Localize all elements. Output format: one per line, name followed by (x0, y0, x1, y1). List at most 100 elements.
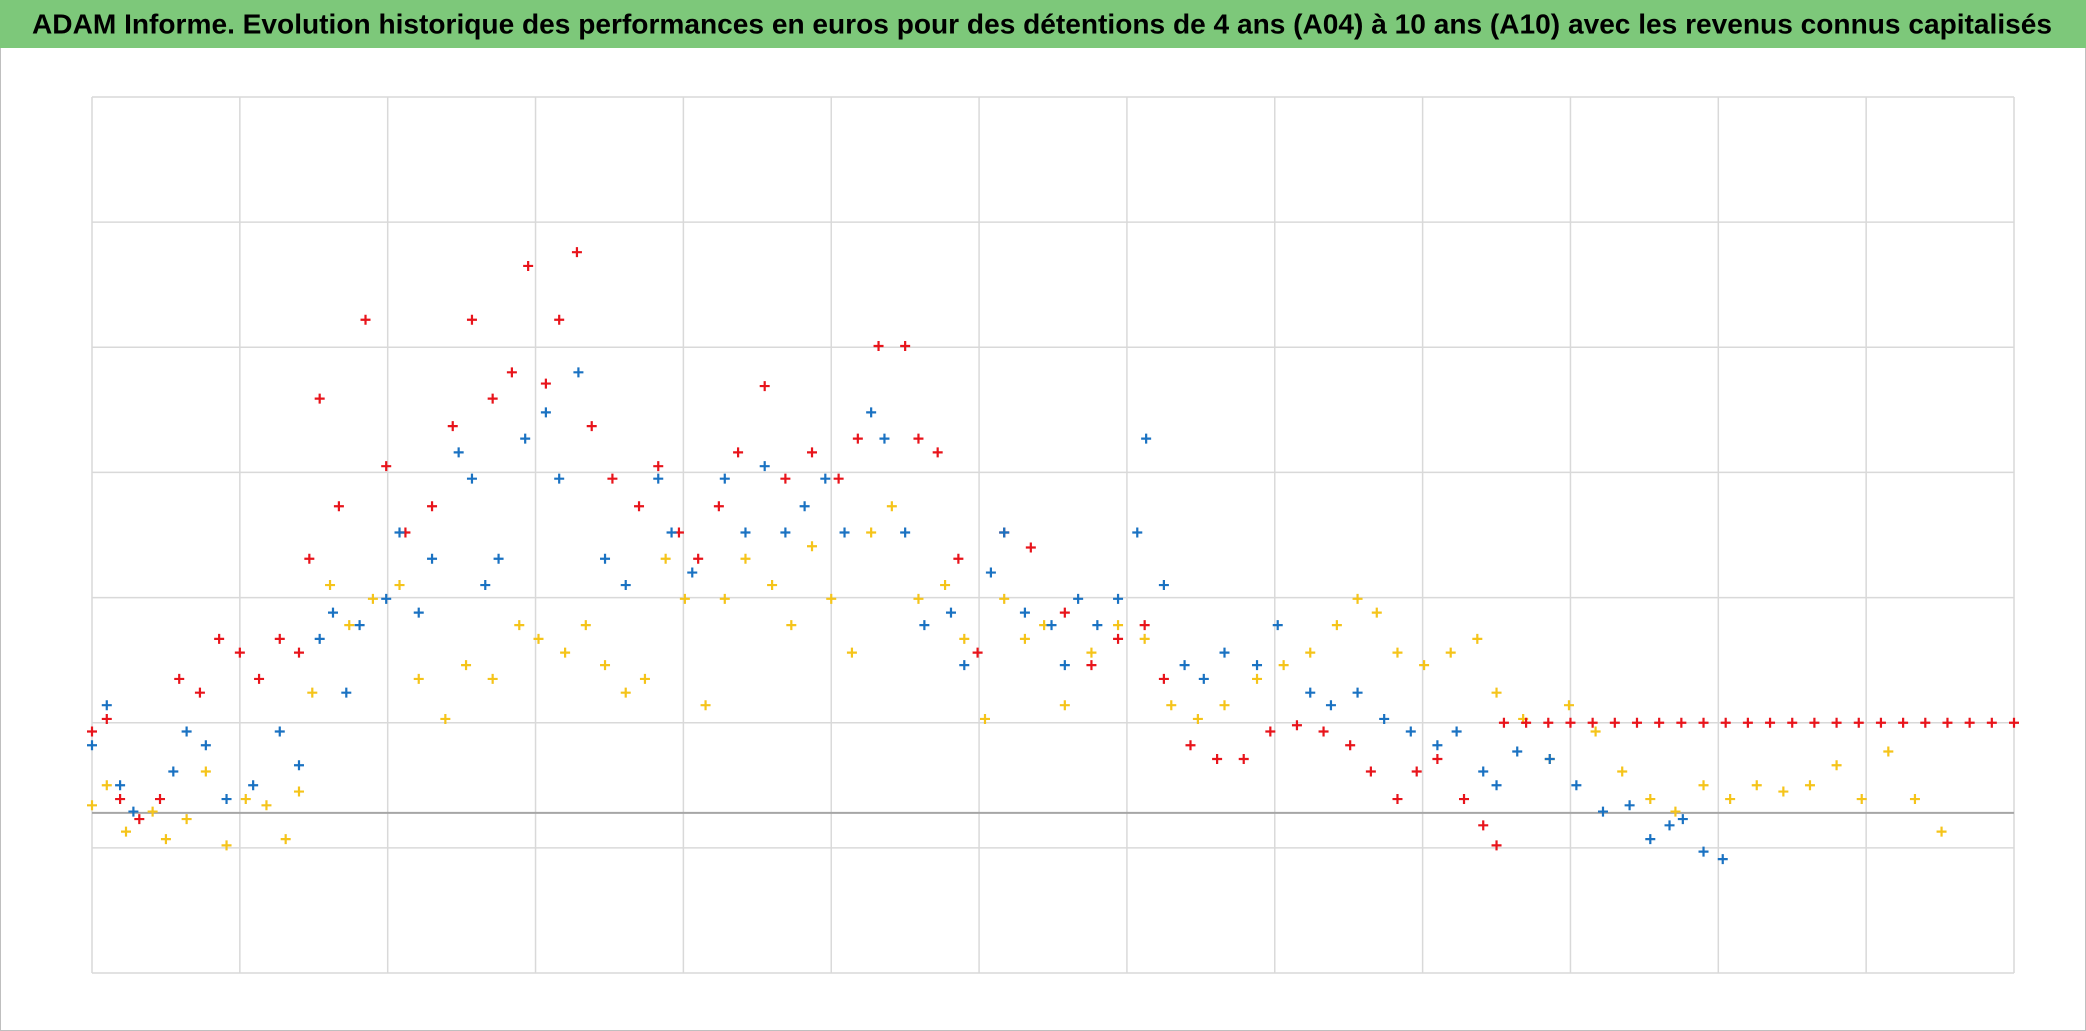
point (679, 593, 690, 604)
point (1609, 717, 1620, 728)
point (523, 260, 534, 271)
point (1252, 673, 1263, 684)
point (1432, 754, 1443, 765)
point (1059, 700, 1070, 711)
point (866, 407, 877, 418)
point (1698, 780, 1709, 791)
point (1804, 780, 1815, 791)
point (1132, 527, 1143, 538)
point (1352, 593, 1363, 604)
point (304, 553, 315, 564)
point (1252, 660, 1263, 671)
point (1853, 717, 1864, 728)
point (1073, 593, 1084, 604)
point (1898, 717, 1909, 728)
point (1742, 717, 1753, 728)
point (1025, 542, 1036, 553)
point (121, 826, 132, 837)
point (440, 713, 451, 724)
point (533, 633, 544, 644)
point (959, 633, 970, 644)
point (820, 473, 831, 484)
point (160, 834, 171, 845)
point (1318, 726, 1329, 737)
point (487, 393, 498, 404)
point (767, 580, 778, 591)
point (1597, 806, 1608, 817)
point (293, 760, 304, 771)
point (1086, 660, 1097, 671)
point (200, 740, 211, 751)
point (600, 660, 611, 671)
point (1238, 754, 1249, 765)
point (344, 620, 355, 631)
point (1543, 717, 1554, 728)
point (1478, 820, 1489, 831)
point (1831, 717, 1842, 728)
point (200, 766, 211, 777)
point (571, 247, 582, 258)
point (554, 473, 565, 484)
point (1624, 800, 1635, 811)
point (1491, 687, 1502, 698)
point (913, 593, 924, 604)
point (932, 447, 943, 458)
point (780, 473, 791, 484)
point (634, 501, 645, 512)
point (1677, 814, 1688, 825)
point (1883, 746, 1894, 757)
point (940, 580, 951, 591)
point (833, 473, 844, 484)
point (1590, 726, 1601, 737)
point (1139, 620, 1150, 631)
point (1875, 717, 1886, 728)
point (573, 367, 584, 378)
point (1113, 593, 1124, 604)
point (1717, 854, 1728, 865)
point (866, 527, 877, 538)
point (580, 620, 591, 631)
point (115, 780, 126, 791)
point (660, 553, 671, 564)
point (1720, 717, 1731, 728)
point (194, 687, 205, 698)
point (879, 433, 890, 444)
point (653, 461, 664, 472)
point (181, 726, 192, 737)
point (607, 473, 618, 484)
point (1331, 620, 1342, 631)
point (687, 567, 698, 578)
point (1751, 780, 1762, 791)
point (1664, 820, 1675, 831)
point (280, 834, 291, 845)
point (1046, 620, 1057, 631)
point (101, 700, 112, 711)
point (1212, 754, 1223, 765)
point (1113, 633, 1124, 644)
point (1158, 673, 1169, 684)
point (87, 726, 97, 737)
point (87, 740, 97, 751)
point (1725, 794, 1736, 805)
point (1405, 726, 1416, 737)
point (427, 501, 438, 512)
point (128, 806, 139, 817)
point (1185, 740, 1196, 751)
point (1571, 780, 1582, 791)
point (999, 593, 1010, 604)
point (1365, 766, 1376, 777)
point (147, 806, 158, 817)
point (248, 780, 259, 791)
point (261, 800, 272, 811)
point (693, 553, 704, 564)
point (713, 501, 724, 512)
point (1265, 726, 1276, 737)
point (520, 433, 531, 444)
point (1498, 717, 1509, 728)
point (886, 501, 897, 512)
point (307, 687, 318, 698)
point (1419, 660, 1430, 671)
point (586, 421, 597, 432)
